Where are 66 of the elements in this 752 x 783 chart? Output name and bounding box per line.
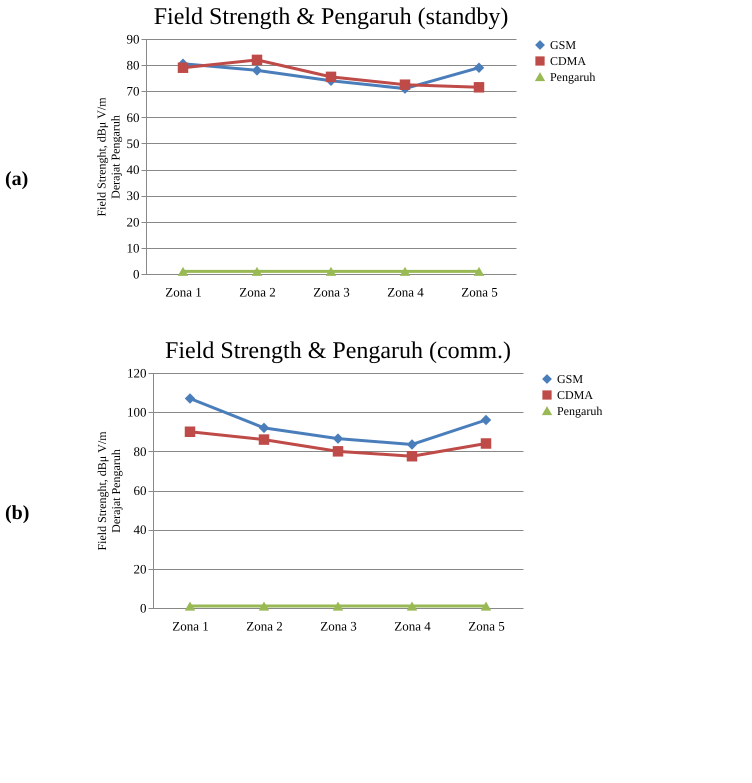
x-tick-label: Zona 4 (387, 284, 424, 300)
point (184, 393, 196, 404)
point (184, 426, 196, 437)
y-tick-label: 80 (126, 58, 140, 73)
point (480, 414, 492, 426)
x-tick-label: Zona 5 (461, 284, 498, 300)
y-tick-label: 20 (126, 214, 140, 230)
point (184, 602, 196, 611)
y-axis-title: Field Strenght, dBμ V/m Derajat Pengaruh (95, 430, 123, 551)
x-tick-label: Zona 2 (239, 284, 276, 300)
point (178, 62, 188, 73)
legend-label: CDMA (557, 388, 594, 402)
y-tick-label: 70 (126, 84, 140, 99)
point (332, 446, 344, 457)
point (258, 602, 270, 611)
y-tick-label: 120 (127, 366, 146, 380)
point (252, 65, 262, 76)
point (474, 62, 484, 73)
point (252, 54, 262, 66)
point (406, 439, 418, 450)
x-tick-label: Zona 4 (394, 618, 432, 634)
legend-label: Pengaruh (557, 404, 602, 418)
y-tick-label: 60 (134, 483, 146, 498)
point (400, 79, 410, 90)
point (406, 450, 418, 462)
y-tick-label: 30 (126, 188, 140, 204)
y-tick-label: 40 (126, 162, 140, 178)
point (332, 602, 344, 611)
point (178, 266, 188, 276)
x-tick-label: Zona 3 (320, 618, 357, 634)
x-tick-label: Zona 5 (468, 618, 505, 634)
y-tick-label: 20 (134, 561, 146, 576)
point (326, 72, 336, 82)
point (406, 602, 418, 611)
text: (b) (5, 502, 30, 524)
y-tick-label: 60 (126, 110, 140, 125)
legend-label: GSM (557, 372, 584, 386)
point (332, 433, 344, 444)
point (480, 602, 492, 611)
point (326, 266, 336, 276)
y-tick-label: 90 (126, 32, 140, 46)
point (400, 266, 410, 276)
y-tick-label: 50 (126, 136, 140, 151)
y-tick-label: 0 (140, 600, 146, 616)
y-tick-label: 100 (127, 404, 146, 420)
legend-label: GSM (550, 38, 576, 52)
point (480, 438, 492, 449)
point (258, 422, 270, 434)
x-tick-label: Zona 1 (172, 618, 209, 634)
y-tick-label: 40 (134, 522, 146, 538)
y-tick-label: 0 (133, 266, 140, 282)
point (474, 266, 484, 276)
legend-label: Pengaruh (550, 70, 596, 84)
point (474, 82, 484, 93)
text: (a) (5, 168, 28, 190)
point (252, 266, 262, 276)
legend-label: CDMA (550, 54, 586, 68)
x-tick-label: Zona 2 (246, 618, 283, 634)
chart-title: Field Strength & Pengaruh (standby) (154, 4, 508, 30)
x-tick-label: Zona 1 (165, 284, 202, 300)
point (258, 434, 270, 445)
y-axis-title: Field Strenght, dBμ V/m Derajat Pengaruh (94, 96, 122, 217)
y-tick-label: 80 (134, 444, 146, 459)
x-tick-label: Zona 3 (313, 284, 350, 300)
y-tick-label: 10 (126, 240, 140, 256)
chart-title: Field Strength & Pengaruh (comm.) (165, 338, 511, 364)
